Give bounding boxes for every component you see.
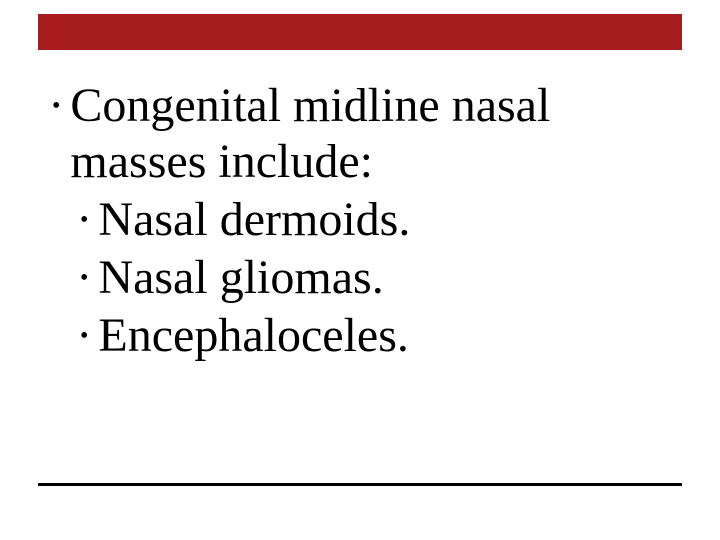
bullet-text: Nasal gliomas. bbox=[98, 250, 383, 306]
bullet-level2-item: • Nasal gliomas. bbox=[80, 250, 680, 306]
title-accent-bar bbox=[38, 14, 682, 50]
bottom-divider bbox=[38, 483, 682, 486]
bullet-level1-item: • Congenital midline nasal masses includ… bbox=[52, 78, 680, 190]
bullet-text: Encephaloceles. bbox=[98, 308, 409, 364]
bullet-icon: • bbox=[80, 250, 88, 306]
bullet-icon: • bbox=[80, 308, 88, 364]
slide: • Congenital midline nasal masses includ… bbox=[0, 0, 720, 540]
bullet-icon: • bbox=[80, 192, 88, 248]
bullet-text: Nasal dermoids. bbox=[98, 192, 410, 248]
bullet-icon: • bbox=[52, 78, 60, 134]
bullet-text: Congenital midline nasal masses include: bbox=[70, 78, 680, 190]
bullet-level2-item: • Nasal dermoids. bbox=[80, 192, 680, 248]
slide-body: • Congenital midline nasal masses includ… bbox=[52, 78, 680, 366]
bullet-level2-item: • Encephaloceles. bbox=[80, 308, 680, 364]
